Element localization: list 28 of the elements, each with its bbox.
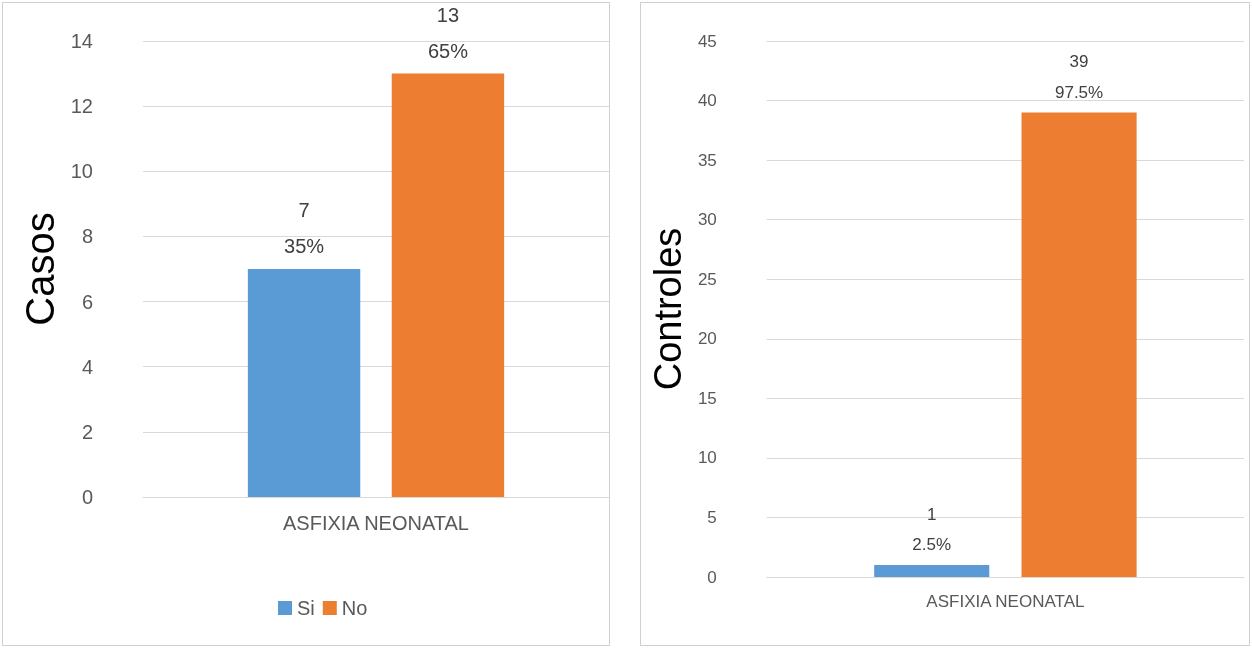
y-tick-label: 40 (697, 91, 717, 111)
x-tick-label: ASFIXIA NEONATAL (283, 512, 469, 534)
y-tick-label: 2 (81, 420, 93, 443)
y-tick-label: 15 (697, 388, 717, 408)
y-tick-label: 25 (697, 269, 717, 289)
y-tick-label: 12 (70, 95, 93, 118)
data-label: 13 65% (427, 3, 469, 62)
y-tick-label: 4 (81, 355, 93, 378)
y-tick-label: 30 (697, 210, 717, 230)
y-tick-label: 0 (707, 567, 717, 587)
data-label: 1 2.5% (912, 504, 952, 555)
y-tick-label: 0 (81, 486, 93, 508)
y-tick-label: 10 (697, 448, 717, 468)
y-tick-label: 5 (707, 507, 717, 527)
legend-label: No (341, 597, 368, 619)
y-axis-title: Casos (17, 212, 62, 326)
y-tick-label: 20 (697, 329, 717, 349)
y-tick-label: 8 (81, 225, 93, 248)
y-tick-label: 45 (697, 31, 717, 51)
legend-label: Si (297, 597, 315, 619)
y-tick-label: 6 (81, 290, 93, 313)
data-label: 39 97.5% (1054, 52, 1104, 102)
y-tick-label: 10 (70, 160, 93, 183)
y-tick-label: 35 (697, 150, 717, 170)
data-label: 7 35% (284, 199, 325, 257)
y-axis-title: Controles (647, 227, 689, 391)
y-tick-label: 14 (70, 30, 93, 52)
x-tick-label: ASFIXIA NEONATAL (926, 592, 1085, 611)
